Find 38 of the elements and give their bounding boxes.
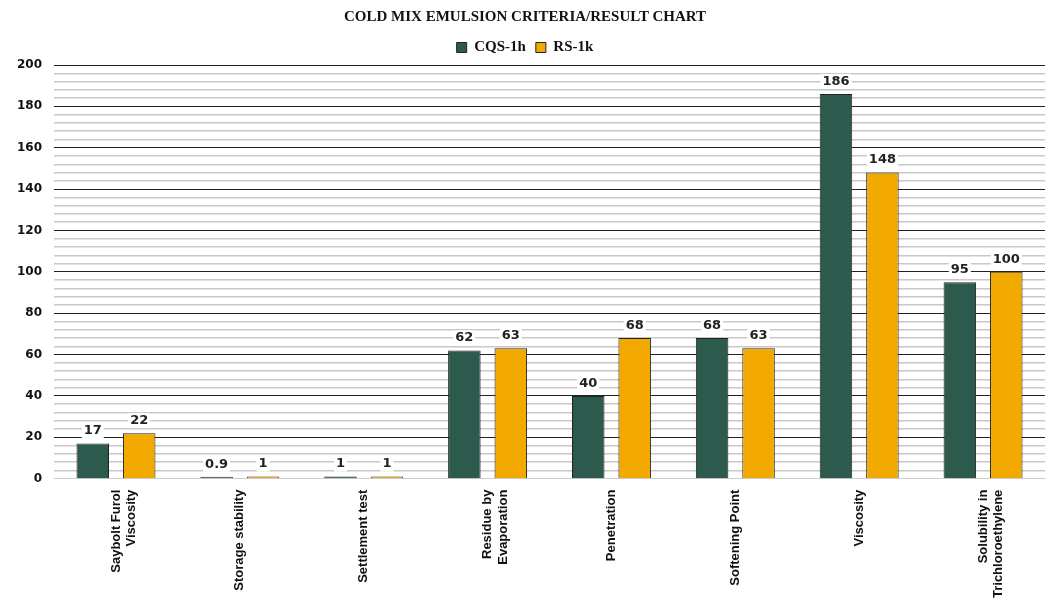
data-label: 22 xyxy=(130,412,149,428)
y-tick-label: 20 xyxy=(25,429,43,444)
data-label: 186 xyxy=(822,72,850,88)
chart-title: COLD MIX EMULSION CRITERIA/RESULT CHART xyxy=(343,7,707,24)
y-tick-label: 0 xyxy=(33,470,43,485)
data-label: 68 xyxy=(703,316,722,332)
x-tick-label: Penetration xyxy=(603,489,619,562)
x-tick-label: Saybolt Furol Viscosity xyxy=(107,488,139,573)
data-label: 1 xyxy=(258,455,268,471)
y-tick-label: 140 xyxy=(16,181,43,196)
x-tick-label: Solubility in Trichloroethylene xyxy=(974,489,1006,599)
y-tick-label: 40 xyxy=(25,388,43,403)
data-label: 148 xyxy=(868,151,896,167)
data-label: 1 xyxy=(335,455,346,471)
y-tick-label: 120 xyxy=(16,222,43,237)
y-tick-label: 80 xyxy=(25,305,43,320)
x-tick-label: Viscosity xyxy=(850,488,866,547)
data-label: 68 xyxy=(625,316,644,332)
data-label: 95 xyxy=(950,261,969,277)
y-tick-label: 200 xyxy=(16,57,43,72)
y-tick-label: 100 xyxy=(16,263,43,278)
x-tick-label: Storage stability xyxy=(231,488,247,591)
legend-label: RS-1k xyxy=(553,38,594,55)
y-tick-label: 160 xyxy=(16,139,43,154)
x-tick-label: Settlement test xyxy=(355,488,371,583)
legend-label: CQS-1h xyxy=(474,38,527,55)
data-label: 0.9 xyxy=(205,455,229,471)
data-label: 62 xyxy=(455,329,474,345)
x-tick-label: Softening Point xyxy=(726,488,742,586)
data-label: 40 xyxy=(579,374,598,390)
y-tick-label: 60 xyxy=(25,346,43,361)
data-label: 17 xyxy=(83,422,102,438)
data-label: 100 xyxy=(992,250,1020,266)
data-label: 63 xyxy=(749,327,768,343)
x-tick-label: Residue by Evaporation xyxy=(479,488,510,565)
data-label: 1 xyxy=(382,455,392,471)
data-label: 63 xyxy=(501,327,520,343)
y-tick-label: 180 xyxy=(16,98,43,113)
